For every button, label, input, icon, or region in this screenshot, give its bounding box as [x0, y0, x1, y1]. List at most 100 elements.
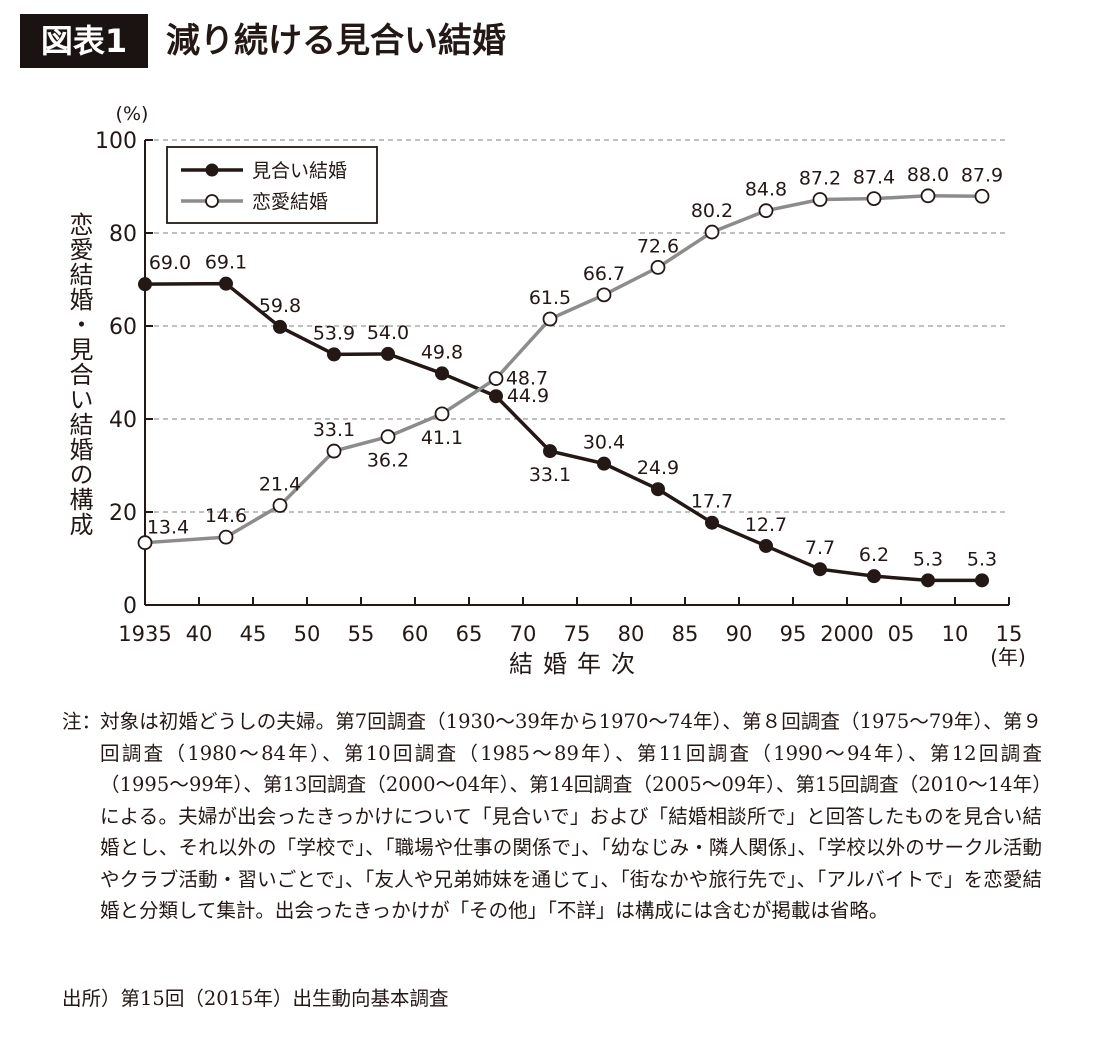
y-tick-label: 0 — [123, 594, 137, 619]
data-point — [867, 569, 881, 584]
data-label: 36.2 — [367, 450, 409, 472]
legend-swatch-marker — [205, 163, 219, 177]
x-tick-label: 95 — [780, 622, 807, 646]
data-label: 6.2 — [859, 544, 889, 566]
data-point — [974, 188, 990, 204]
x-tick-label: 10 — [942, 622, 969, 646]
x-tick-label: 15 — [996, 622, 1023, 646]
data-point — [488, 371, 504, 386]
data-label: 69.0 — [149, 252, 191, 274]
y-tick-label: 100 — [95, 129, 137, 154]
data-point — [137, 535, 153, 551]
data-point — [380, 429, 396, 445]
note-text: 対象は初婚どうしの夫婦。第7回調査（1930〜39年から1970〜74年）、第８… — [100, 710, 1042, 922]
legend-swatch-marker — [205, 194, 219, 208]
data-point — [434, 406, 450, 422]
data-label: 33.1 — [313, 419, 355, 441]
data-point — [758, 203, 774, 219]
data-point — [489, 389, 503, 404]
data-point — [651, 482, 665, 497]
data-point — [381, 346, 395, 361]
data-point — [921, 573, 935, 588]
legend-label: 恋愛結婚 — [252, 191, 328, 213]
series-layer — [137, 188, 990, 588]
data-label: 30.4 — [583, 432, 625, 454]
legend-box — [166, 146, 378, 224]
x-tick-label: 80 — [618, 622, 645, 646]
data-label: 49.8 — [421, 341, 463, 363]
data-label: 80.2 — [691, 200, 733, 222]
series-line — [144, 194, 983, 545]
note: 注： 対象は初婚どうしの夫婦。第7回調査（1930〜39年から1970〜74年）… — [62, 706, 1042, 927]
data-label: 13.4 — [147, 517, 189, 539]
y-tick-label: 60 — [109, 315, 137, 340]
data-point — [866, 191, 882, 206]
data-label: 14.6 — [205, 505, 247, 527]
data-point — [138, 277, 152, 292]
data-label: 72.6 — [637, 235, 679, 257]
series-line — [144, 281, 982, 583]
data-label: 41.1 — [421, 427, 463, 449]
data-point — [975, 573, 989, 588]
data-label: 48.7 — [506, 368, 548, 390]
x-tick-label: 90 — [726, 622, 753, 646]
figure-label: 図表1 — [20, 14, 148, 68]
data-point — [705, 515, 719, 530]
grid-layer — [145, 139, 1009, 513]
data-point — [219, 276, 233, 291]
page-title: 減り続ける見合い結婚 — [166, 21, 506, 61]
data-label: 87.9 — [961, 164, 1003, 186]
data-point — [596, 287, 612, 303]
legend-label: 見合い結婚 — [252, 160, 347, 182]
data-point — [597, 456, 611, 471]
x-tick-label: 45 — [240, 622, 267, 646]
y-axis-title: 恋愛結婚・見合い結婚の構成 — [65, 212, 93, 537]
y-tick-label: 20 — [109, 501, 137, 526]
data-label: 24.9 — [637, 457, 679, 479]
data-point — [704, 224, 720, 240]
data-point — [327, 347, 341, 362]
data-label: 66.7 — [583, 263, 625, 285]
data-label: 69.1 — [205, 252, 247, 274]
data-label: 84.8 — [745, 179, 787, 201]
y-tick-label: 40 — [109, 408, 137, 433]
y-tick-label: 80 — [109, 222, 137, 247]
data-point — [813, 562, 827, 577]
x-tick-label: 55 — [348, 622, 375, 646]
y-unit-label: (%) — [116, 103, 149, 125]
data-label: 17.7 — [691, 491, 733, 513]
data-point — [542, 311, 558, 327]
data-point — [273, 319, 287, 334]
data-label: 33.1 — [529, 464, 571, 486]
data-point — [812, 192, 828, 207]
data-point — [920, 188, 936, 204]
axis-layer: 0 20 40 60 80 100 (%) 1935 40 45 50 55 60 65 70 75 80 85 9… — [65, 103, 1026, 678]
data-point — [272, 498, 288, 513]
x-tick-label: 65 — [456, 622, 483, 646]
data-label: 53.9 — [313, 322, 355, 344]
note-label: 注： — [62, 710, 102, 733]
data-label: 7.7 — [805, 537, 835, 559]
x-tick-label: 50 — [294, 622, 321, 646]
x-axis-title: 結婚年次 — [509, 650, 645, 678]
data-label: 54.0 — [367, 322, 409, 344]
x-tick-label: 2000 — [820, 622, 873, 646]
data-label: 88.0 — [907, 164, 949, 186]
x-tick-label: 05 — [888, 622, 915, 646]
data-point — [218, 529, 234, 545]
x-tick-label: 85 — [672, 622, 699, 646]
x-tick-label: 70 — [510, 622, 537, 646]
data-point — [435, 366, 449, 381]
data-point — [326, 443, 342, 459]
source-text: 出所）第15回（2015年）出生動向基本調査 — [62, 987, 449, 1010]
x-unit-label: (年) — [990, 645, 1026, 669]
line-chart: 0 20 40 60 80 100 (%) 1935 40 45 50 55 60 65 70 75 80 85 9… — [65, 103, 1026, 678]
data-label: 87.2 — [799, 168, 841, 190]
data-point — [650, 260, 666, 275]
x-tick-label: 40 — [186, 622, 213, 646]
data-label: 12.7 — [745, 514, 787, 536]
data-label: 59.8 — [259, 295, 301, 317]
data-label: 21.4 — [259, 473, 301, 495]
data-label: 5.3 — [967, 548, 997, 570]
data-label-layer: 69.0 69.1 59.8 53.9 54.0 49.8 44.9 33.1 30.4 24.9… — [147, 164, 1003, 571]
